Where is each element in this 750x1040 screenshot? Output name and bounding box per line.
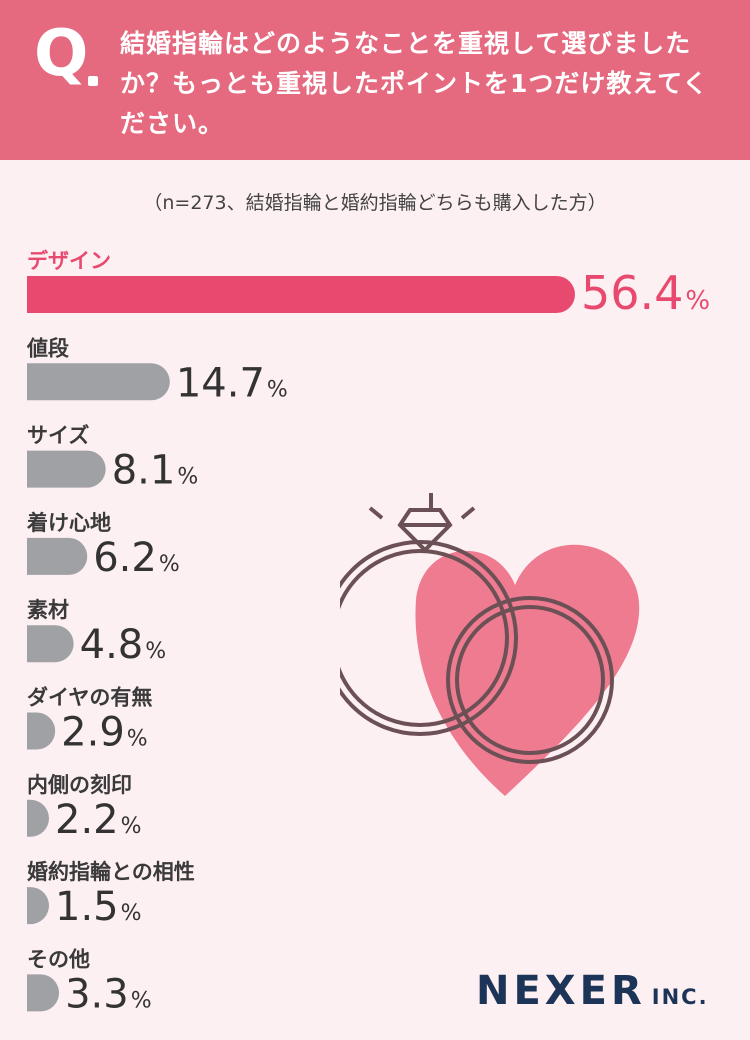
value-unit: % (145, 639, 166, 664)
category-label: デザイン (27, 249, 111, 273)
heart-icon (415, 544, 640, 796)
category-label: 婚約指輪との相性 (27, 860, 195, 884)
value-unit: % (121, 901, 142, 926)
logo-suffix: INC. (651, 985, 709, 1009)
value-number: 1.5 (55, 884, 119, 930)
value-label: 14.7% (176, 360, 288, 406)
value-number: 3.3 (65, 971, 129, 1017)
bar (27, 450, 106, 488)
nexer-logo: NEXER INC. (476, 968, 709, 1014)
value-label: 2.2% (55, 797, 142, 843)
logo-main: NEXER (476, 968, 646, 1014)
category-label: 値段 (26, 336, 69, 360)
category-label: サイズ (27, 424, 89, 448)
value-number: 4.8 (80, 622, 144, 668)
rings-heart-illustration (340, 493, 640, 796)
bar (27, 276, 575, 313)
category-label: その他 (27, 947, 90, 971)
value-unit: % (121, 814, 142, 839)
value-unit: % (267, 377, 288, 402)
value-unit: % (159, 552, 180, 577)
category-label: ダイヤの有無 (27, 686, 152, 710)
rings-icon (340, 493, 614, 764)
bar (27, 887, 49, 925)
value-label: 1.5% (55, 884, 142, 930)
question-header: Q 結婚指輪はどのようなことを重視して選びましたか？もっとも重視したポイントを1… (0, 0, 750, 160)
value-number: 2.9 (61, 710, 125, 756)
value-number: 2.2 (55, 797, 119, 843)
bar (27, 712, 56, 750)
value-label: 56.4% (581, 266, 710, 320)
value-unit: % (177, 465, 198, 490)
value-unit: % (685, 286, 710, 316)
bar (27, 799, 49, 837)
category-label: 素材 (27, 598, 69, 622)
bar (27, 537, 88, 575)
category-label: 内側の刻印 (27, 773, 132, 797)
category-label: 着け心地 (26, 511, 111, 535)
q-mark: Q (34, 17, 89, 91)
value-unit: % (131, 988, 152, 1013)
value-label: 6.2% (93, 535, 180, 581)
value-label: 3.3% (65, 971, 152, 1017)
value-label: 4.8% (80, 622, 167, 668)
question-text: 結婚指輪はどのようなことを重視して選びましたか？もっとも重視したポイントを1つだ… (120, 29, 709, 138)
q-mark-dot (88, 76, 98, 86)
value-number: 56.4 (581, 266, 683, 320)
bar (27, 625, 74, 663)
value-label: 8.1% (112, 448, 199, 494)
bar (27, 363, 170, 401)
diamond-icon (397, 508, 453, 553)
value-number: 6.2 (93, 535, 157, 581)
sample-note: （n=273、結婚指輪と婚約指輪どちらも購入した方） (143, 192, 607, 214)
value-number: 14.7 (176, 360, 265, 406)
value-number: 8.1 (112, 448, 176, 494)
value-label: 2.9% (61, 710, 148, 756)
value-unit: % (127, 727, 148, 752)
bar (27, 974, 60, 1012)
